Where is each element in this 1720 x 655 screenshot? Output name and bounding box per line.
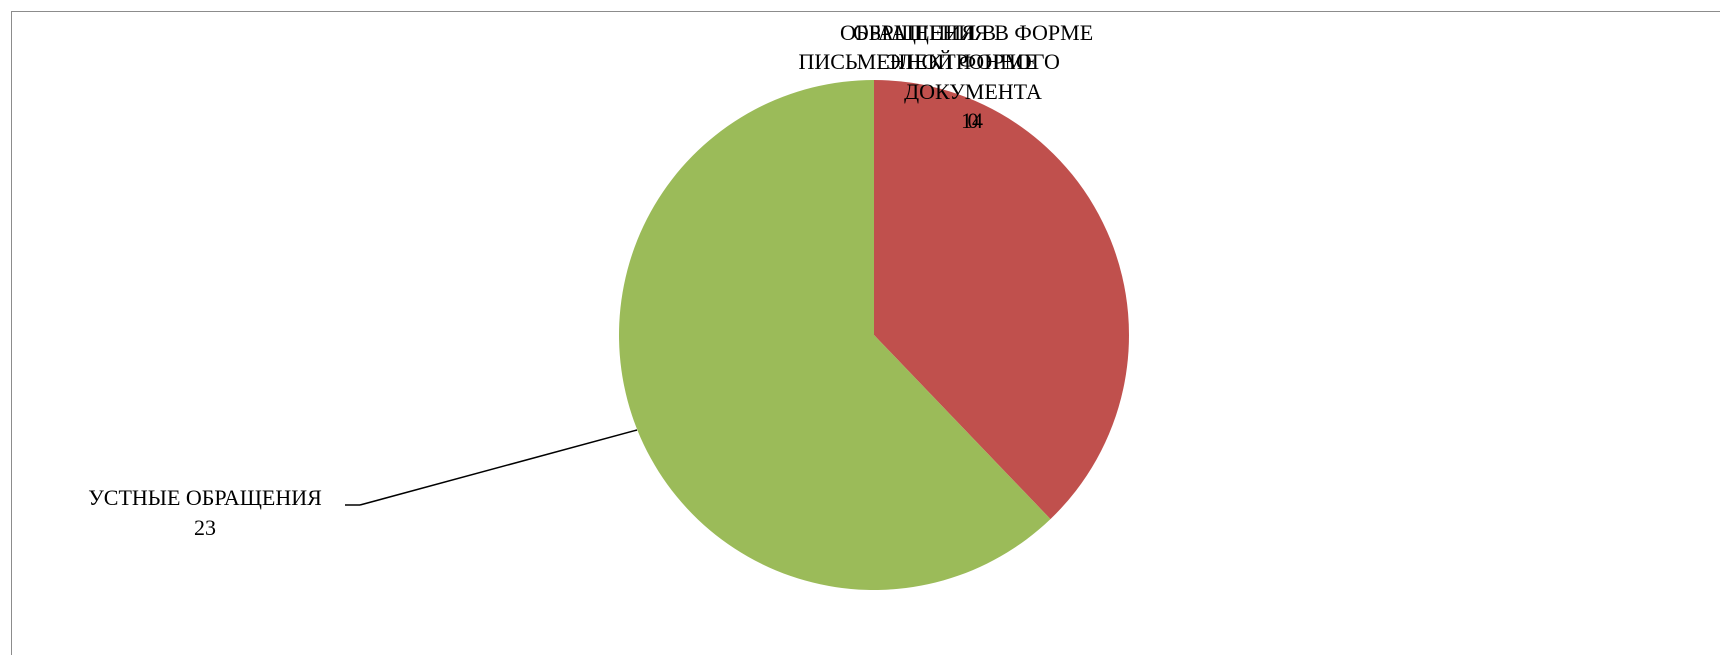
- pie-slices: [619, 80, 1130, 590]
- slice-label-electronic-line-3: ДОКУМЕНТА: [904, 79, 1042, 104]
- slice-label-electronic-line-1: ОБРАЩЕНИЯ В ФОРМЕ: [853, 20, 1093, 45]
- slice-label-written-line-1: ОБРАЩЕНИЯ В: [840, 20, 996, 45]
- pie-slice-2: [619, 80, 1051, 590]
- chart-frame: [11, 11, 1720, 655]
- slice-label-electronic-line-2: ЭЛЕКТРОННОГО: [886, 49, 1060, 74]
- slice-value-electronic: 0: [968, 108, 979, 133]
- leader-line-ustnye: [359, 429, 638, 506]
- slice-value-written: 14: [961, 108, 983, 133]
- data-labels: ОБРАЩЕНИЯ В ФОРМЕ ЭЛЕКТРОННОГО ДОКУМЕНТА…: [88, 20, 1093, 540]
- slice-label-oral: УСТНЫЕ ОБРАЩЕНИЯ: [88, 485, 322, 510]
- slice-value-oral: 23: [194, 515, 216, 540]
- pie-slice-1: [874, 80, 1130, 520]
- slice-label-written-line-2: ПИСЬМЕННОЙ ФОРМЕ: [798, 49, 1037, 74]
